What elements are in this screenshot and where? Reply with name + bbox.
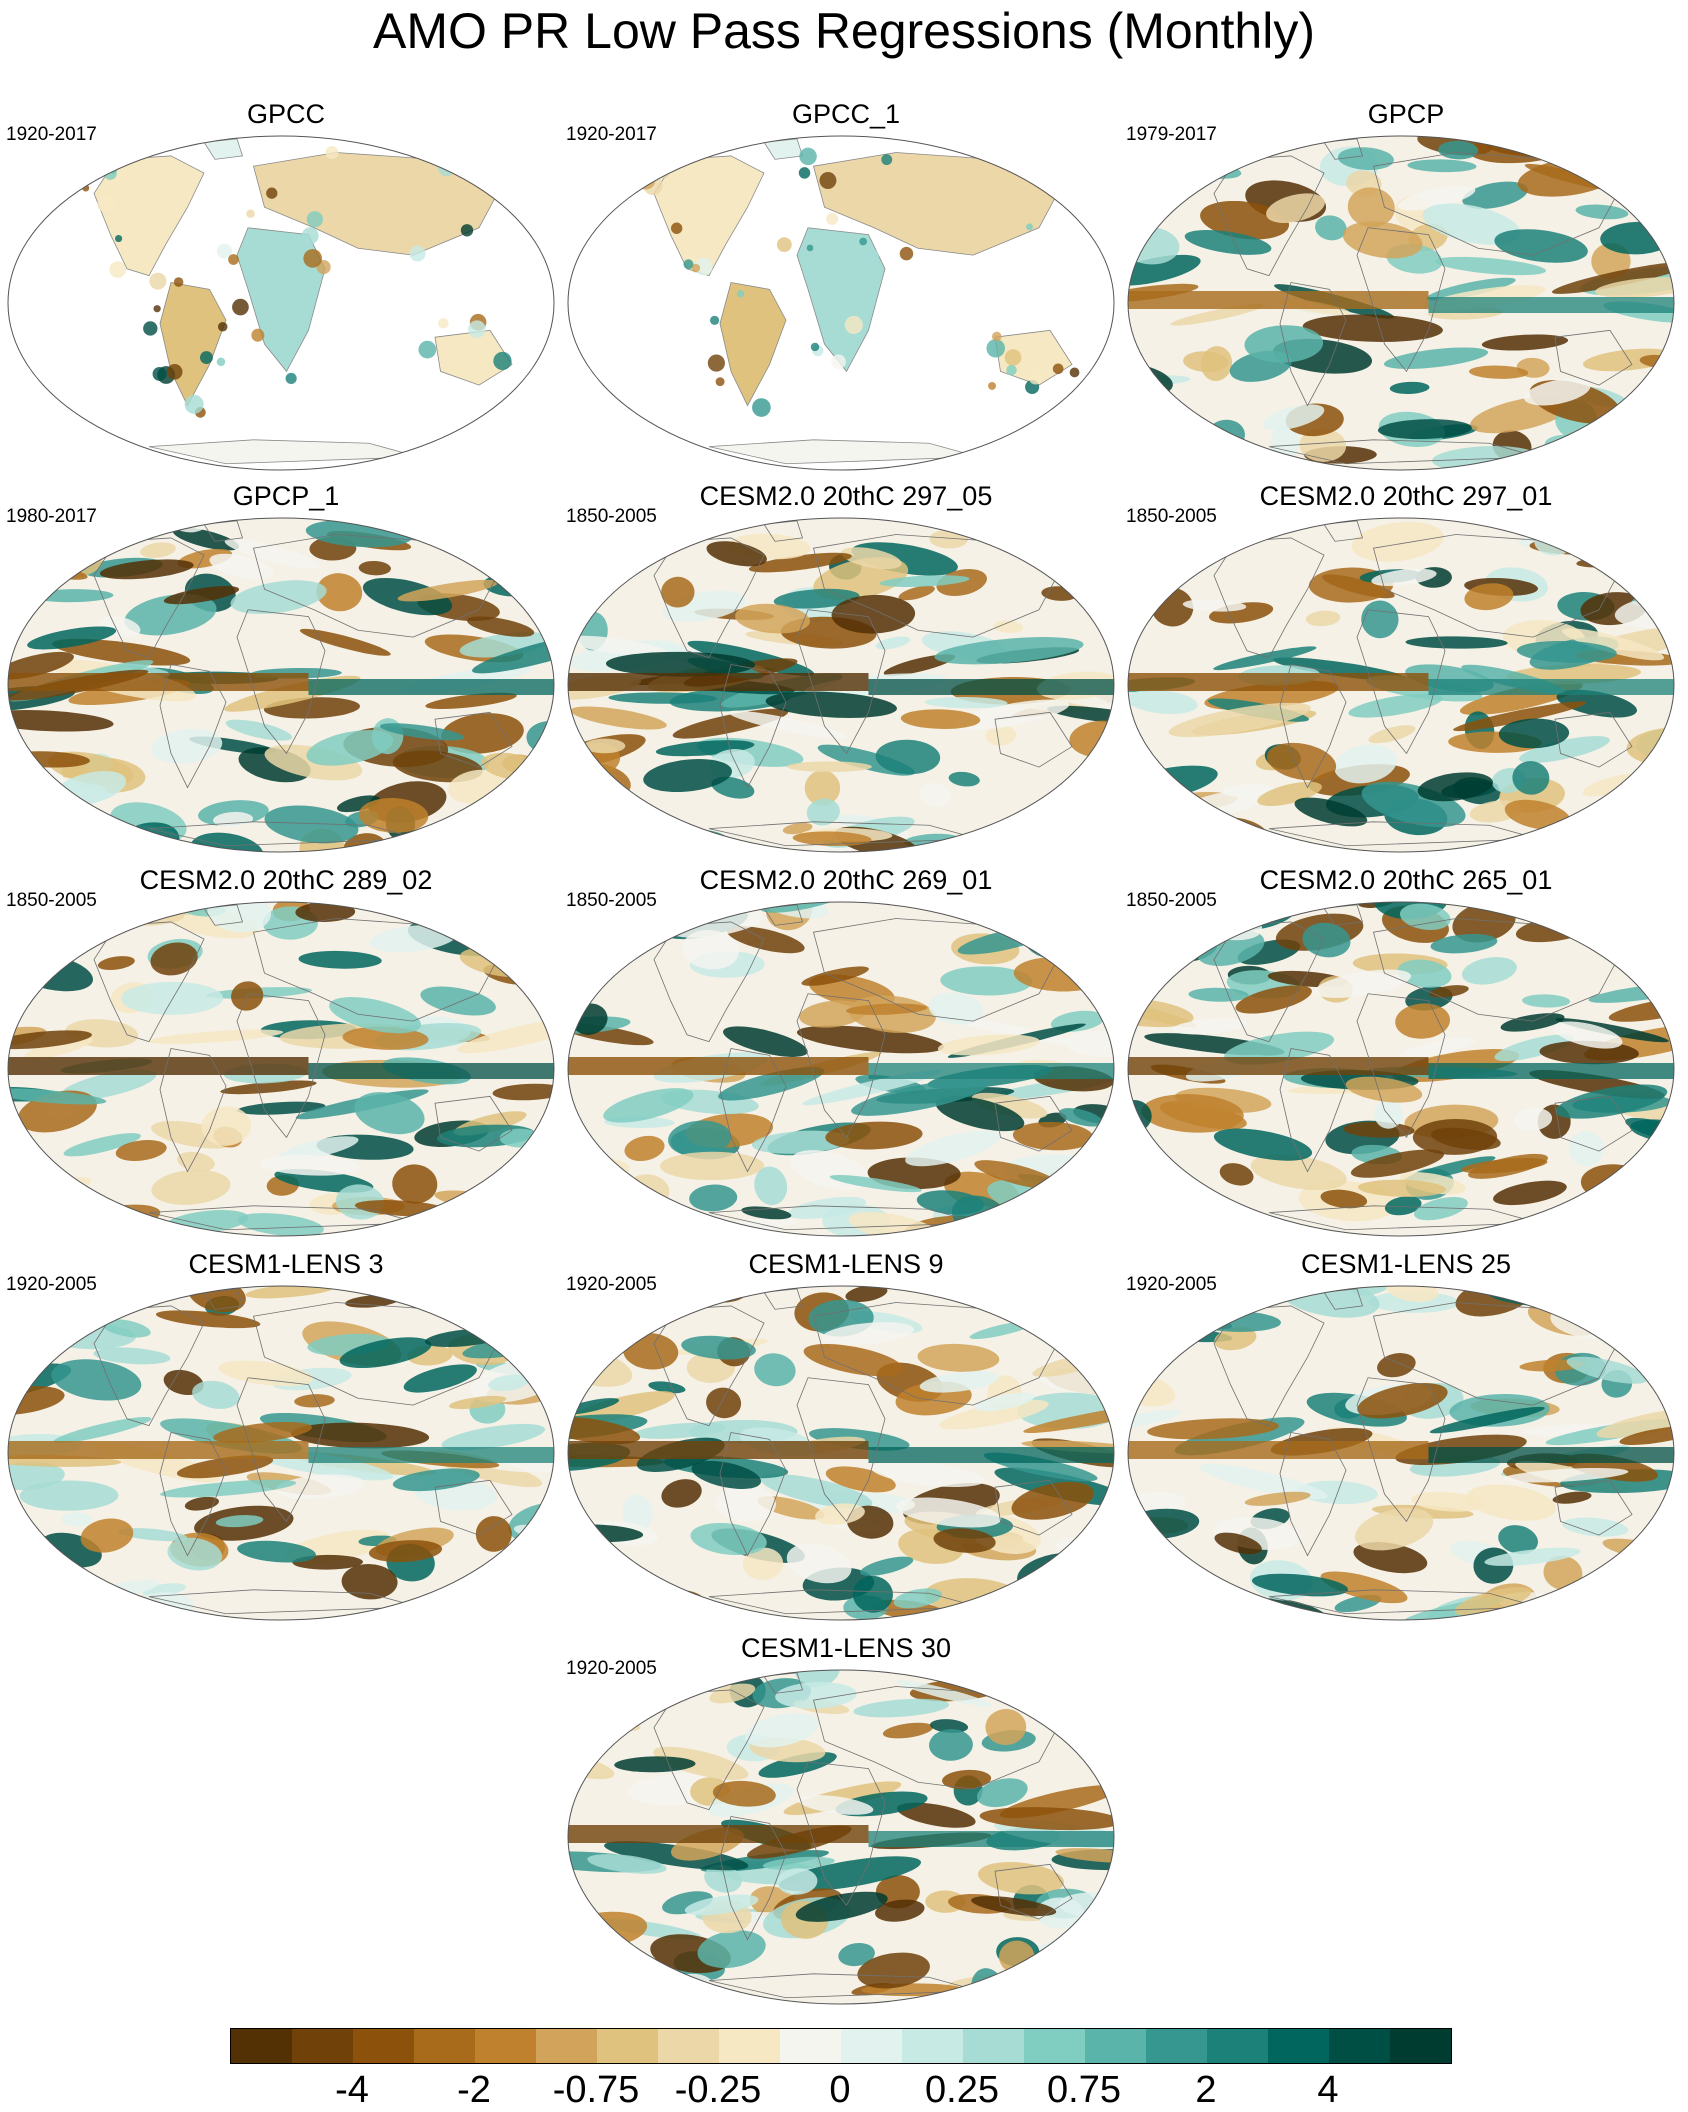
panel-period: 1920-2005 — [566, 1658, 657, 1679]
map-field — [568, 1286, 1114, 1620]
map-panel: CESM1-LENS 30 1920-2005 — [566, 1632, 1126, 2012]
regression-map — [1127, 135, 1675, 471]
map-field — [568, 1670, 1114, 2004]
colorbar-swatch — [536, 2029, 597, 2063]
regression-map — [7, 517, 555, 853]
colorbar-swatch — [597, 2029, 658, 2063]
colorbar-tick-label: -0.25 — [674, 2069, 762, 2111]
panel-title: CESM2.0 20thC 297_01 — [1259, 481, 1553, 511]
map-field — [568, 518, 1114, 852]
panel-title: CESM2.0 20thC 265_01 — [1259, 865, 1553, 895]
map-panel: GPCP 1979-2017 — [1126, 98, 1686, 478]
panel-period: 1920-2017 — [6, 124, 97, 145]
panel-period: 1920-2017 — [566, 124, 657, 145]
map-panel: CESM2.0 20thC 297_05 1850-2005 — [566, 480, 1126, 860]
colorbar-tick-label: -0.75 — [552, 2069, 640, 2111]
map-field — [568, 136, 1114, 470]
panel-title: CESM2.0 20thC 289_02 — [139, 865, 433, 895]
panel-period: 1850-2005 — [6, 890, 97, 911]
panel-title: CESM1-LENS 3 — [188, 1249, 384, 1279]
colorbar-swatch — [353, 2029, 414, 2063]
map-field — [1128, 518, 1674, 852]
panel-title: GPCP_1 — [232, 481, 340, 511]
colorbar-tick-label: -2 — [457, 2069, 491, 2111]
map-panel: CESM2.0 20thC 289_02 1850-2005 — [6, 864, 566, 1244]
map-field — [8, 518, 554, 852]
colorbar-swatch — [963, 2029, 1024, 2063]
colorbar-swatch — [658, 2029, 719, 2063]
colorbar-tick-label: 0 — [829, 2069, 851, 2111]
panel-title: CESM2.0 20thC 269_01 — [699, 865, 993, 895]
colorbar-swatch — [1024, 2029, 1085, 2063]
regression-map — [567, 135, 1115, 471]
colorbar-tick-label: 0.75 — [1047, 2069, 1121, 2111]
map-panel: CESM2.0 20thC 269_01 1850-2005 — [566, 864, 1126, 1244]
map-field — [1128, 1286, 1674, 1620]
panel-title: CESM1-LENS 9 — [748, 1249, 944, 1279]
map-field — [8, 1286, 554, 1620]
panel-title: CESM1-LENS 25 — [1300, 1249, 1512, 1279]
panel-period: 1850-2005 — [566, 890, 657, 911]
panel-title: GPCC_1 — [791, 99, 901, 129]
panel-title: CESM2.0 20thC 297_05 — [699, 481, 993, 511]
panel-period: 1920-2005 — [566, 1274, 657, 1295]
colorbar-tick-label: -4 — [335, 2069, 369, 2111]
regression-map — [567, 1285, 1115, 1621]
panel-title: CESM1-LENS 30 — [740, 1633, 952, 1663]
colorbar: -4 -2 -0.75 -0.25 0 0.25 0.75 2 4 — [230, 2028, 1460, 2110]
colorbar-swatch — [414, 2029, 475, 2063]
map-panel: CESM1-LENS 3 1920-2005 — [6, 1248, 566, 1628]
colorbar-swatch — [1085, 2029, 1146, 2063]
colorbar-swatch — [902, 2029, 963, 2063]
panel-period: 1850-2005 — [1126, 506, 1217, 527]
map-panel: GPCC 1920-2017 — [6, 98, 566, 478]
colorbar-swatch — [231, 2029, 292, 2063]
regression-map — [1127, 1285, 1675, 1621]
panel-period: 1980-2017 — [6, 506, 97, 527]
map-field — [1128, 902, 1674, 1236]
regression-map — [7, 1285, 555, 1621]
colorbar-boxes — [230, 2028, 1452, 2064]
map-panel: GPCP_1 1980-2017 — [6, 480, 566, 860]
regression-map — [1127, 517, 1675, 853]
regression-map — [567, 901, 1115, 1237]
figure-title: AMO PR Low Pass Regressions (Monthly) — [373, 3, 1315, 59]
colorbar-swatch — [719, 2029, 780, 2063]
map-panel: CESM1-LENS 9 1920-2005 — [566, 1248, 1126, 1628]
regression-map — [567, 1669, 1115, 2005]
regression-map — [1127, 901, 1675, 1237]
colorbar-swatch — [292, 2029, 353, 2063]
map-panel: CESM2.0 20thC 265_01 1850-2005 — [1126, 864, 1686, 1244]
colorbar-swatch — [1329, 2029, 1390, 2063]
map-field — [8, 902, 554, 1236]
colorbar-swatch — [475, 2029, 536, 2063]
colorbar-tick-label: 0.25 — [925, 2069, 999, 2111]
panel-title: GPCP — [1367, 99, 1445, 129]
map-field — [1128, 136, 1674, 470]
colorbar-swatch — [1390, 2029, 1451, 2063]
panel-period: 1979-2017 — [1126, 124, 1217, 145]
panel-period: 1850-2005 — [566, 506, 657, 527]
colorbar-swatch — [1207, 2029, 1268, 2063]
colorbar-swatch — [841, 2029, 902, 2063]
panel-period: 1920-2005 — [6, 1274, 97, 1295]
map-panel: CESM1-LENS 25 1920-2005 — [1126, 1248, 1686, 1628]
panel-title: GPCC — [246, 99, 325, 129]
map-panel: CESM2.0 20thC 297_01 1850-2005 — [1126, 480, 1686, 860]
map-field — [568, 902, 1114, 1236]
regression-map — [567, 517, 1115, 853]
map-panel: GPCC_1 1920-2017 — [566, 98, 1126, 478]
regression-map — [7, 135, 555, 471]
colorbar-swatch — [1146, 2029, 1207, 2063]
colorbar-swatch — [780, 2029, 841, 2063]
regression-map — [7, 901, 555, 1237]
map-field — [8, 136, 554, 470]
colorbar-tick-label: 2 — [1195, 2069, 1217, 2111]
colorbar-tick-label: 4 — [1317, 2069, 1339, 2111]
panel-period: 1920-2005 — [1126, 1274, 1217, 1295]
panel-period: 1850-2005 — [1126, 890, 1217, 911]
colorbar-swatch — [1268, 2029, 1329, 2063]
